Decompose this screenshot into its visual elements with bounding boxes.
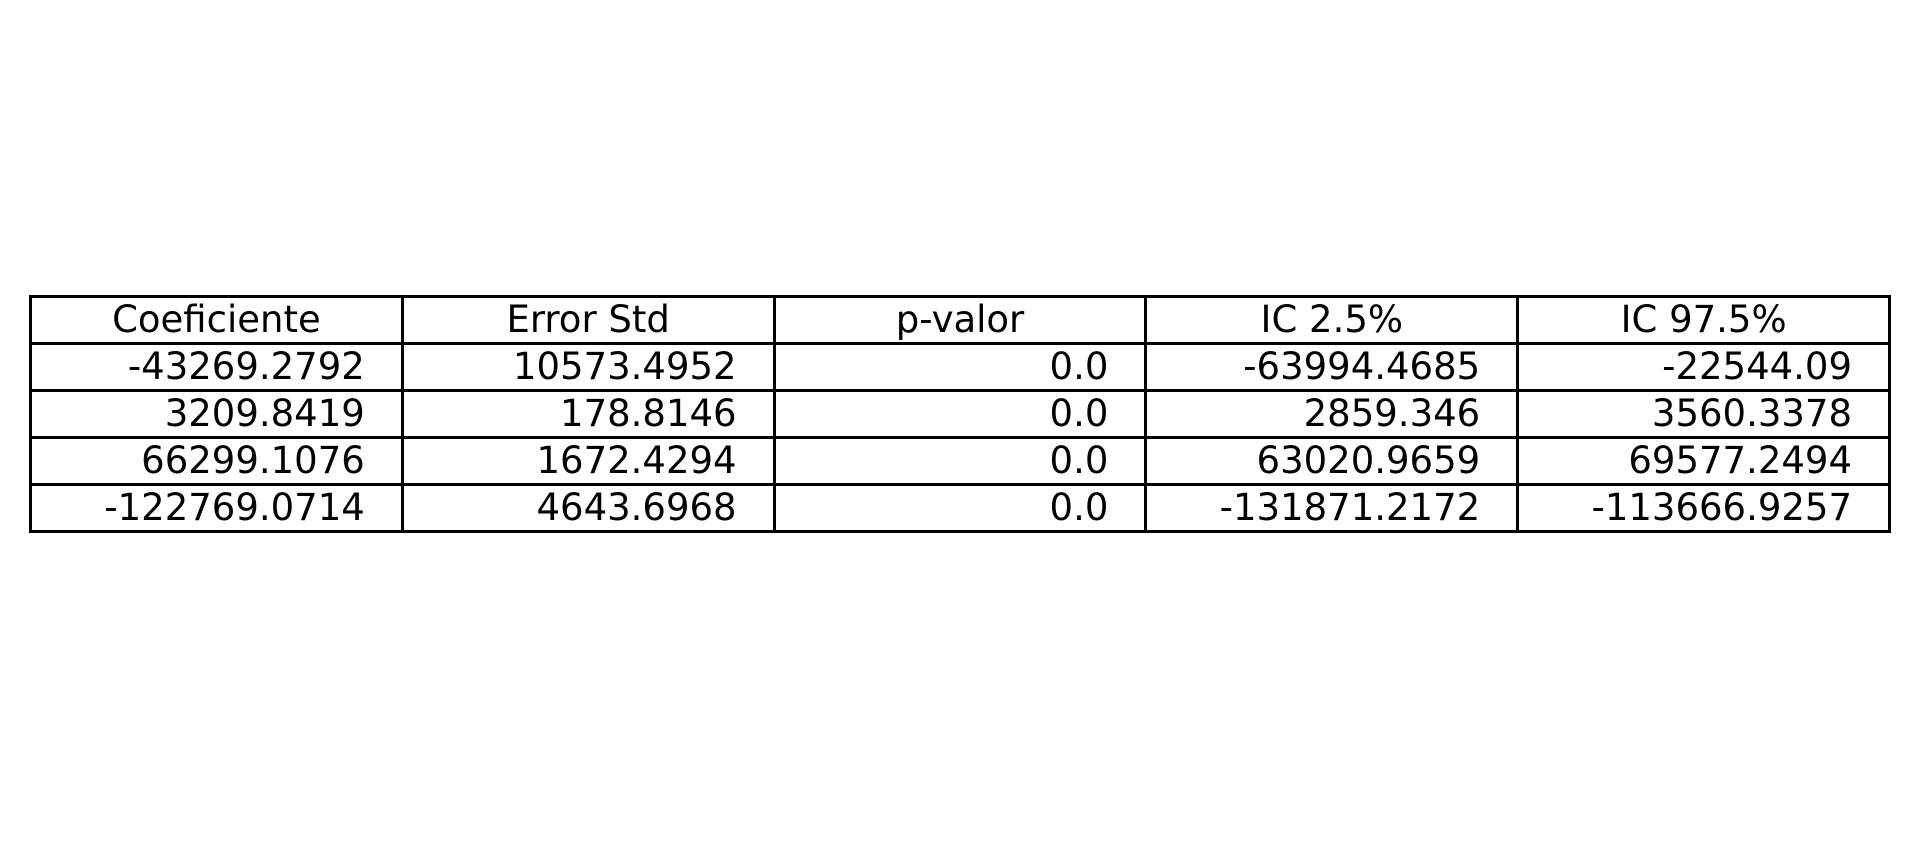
table-row: -122769.0714 4643.6968 0.0 -131871.2172 … <box>29 483 1891 533</box>
cell-ic-97-5: -22544.09 <box>1516 342 1891 392</box>
cell-ic-2-5: 63020.9659 <box>1144 436 1520 486</box>
cell-error-std: 4643.6968 <box>400 483 776 533</box>
cell-p-valor: 0.0 <box>772 342 1148 392</box>
cell-ic-97-5: 3560.3378 <box>1516 389 1891 439</box>
cell-error-std: 178.8146 <box>400 389 776 439</box>
table-header-row: Coeficiente Error Std p-valor IC 2.5% IC… <box>29 295 1891 345</box>
cell-error-std: 1672.4294 <box>400 436 776 486</box>
results-table-container: Coeficiente Error Std p-valor IC 2.5% IC… <box>29 295 1891 533</box>
regression-results-table: Coeficiente Error Std p-valor IC 2.5% IC… <box>29 295 1891 533</box>
cell-p-valor: 0.0 <box>772 389 1148 439</box>
cell-ic-2-5: -131871.2172 <box>1144 483 1520 533</box>
column-header-error-std: Error Std <box>400 295 776 345</box>
column-header-ic-97-5: IC 97.5% <box>1516 295 1891 345</box>
table-row: 3209.8419 178.8146 0.0 2859.346 3560.337… <box>29 389 1891 439</box>
column-header-ic-2-5: IC 2.5% <box>1144 295 1520 345</box>
cell-p-valor: 0.0 <box>772 483 1148 533</box>
table-row: -43269.2792 10573.4952 0.0 -63994.4685 -… <box>29 342 1891 392</box>
cell-error-std: 10573.4952 <box>400 342 776 392</box>
cell-coeficiente: -122769.0714 <box>29 483 404 533</box>
cell-coeficiente: -43269.2792 <box>29 342 404 392</box>
column-header-p-valor: p-valor <box>772 295 1148 345</box>
cell-ic-97-5: -113666.9257 <box>1516 483 1891 533</box>
cell-p-valor: 0.0 <box>772 436 1148 486</box>
cell-coeficiente: 3209.8419 <box>29 389 404 439</box>
cell-ic-2-5: 2859.346 <box>1144 389 1520 439</box>
column-header-coeficiente: Coeficiente <box>29 295 404 345</box>
cell-ic-97-5: 69577.2494 <box>1516 436 1891 486</box>
cell-ic-2-5: -63994.4685 <box>1144 342 1520 392</box>
table-row: 66299.1076 1672.4294 0.0 63020.9659 6957… <box>29 436 1891 486</box>
cell-coeficiente: 66299.1076 <box>29 436 404 486</box>
